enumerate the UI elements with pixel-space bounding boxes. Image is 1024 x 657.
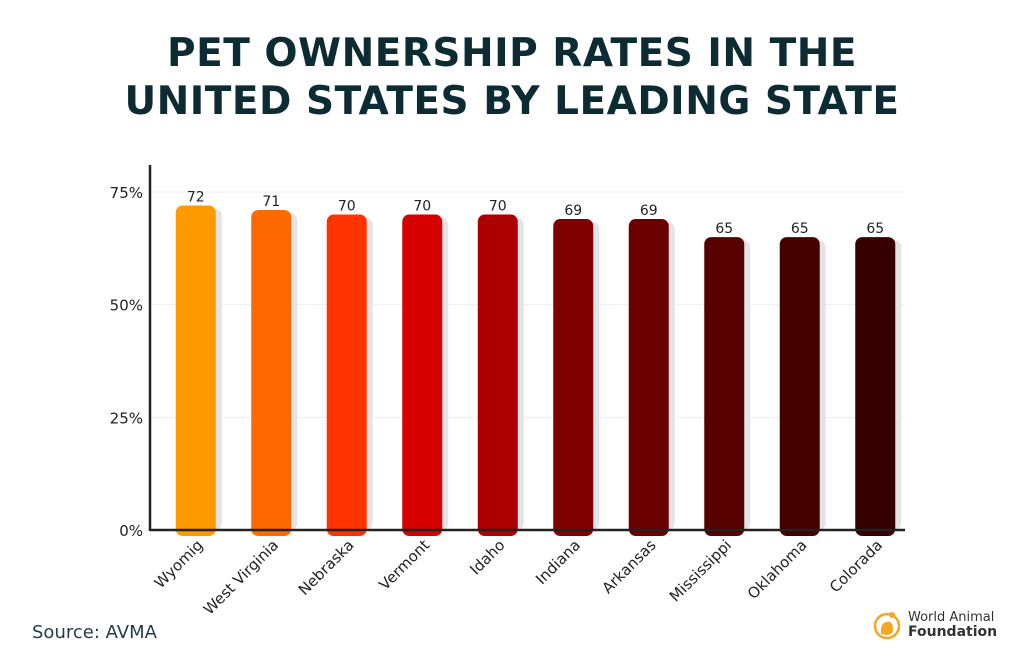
data-label: 70	[489, 199, 507, 215]
bar	[628, 219, 669, 537]
x-tick-label: Indiana	[532, 536, 584, 588]
data-label: 71	[262, 194, 280, 210]
x-tick-label: Oklahoma	[744, 536, 811, 603]
data-label: 69	[640, 203, 658, 219]
logo-line-2: Foundation	[908, 624, 998, 640]
source-note: Source: AVMA	[32, 622, 157, 643]
y-tick-label: 75%	[110, 184, 143, 202]
x-tick-label: Arkansas	[599, 536, 660, 597]
x-tick-label: Wyomig	[151, 536, 207, 592]
x-tick-label: West Virginia	[200, 536, 282, 618]
x-tick-label: Idaho	[466, 536, 508, 578]
bar	[553, 219, 594, 537]
bar	[251, 210, 292, 536]
logo-line-1: World Animal	[908, 610, 995, 625]
x-tick-label: Nebraska	[295, 536, 358, 599]
data-label: 72	[187, 190, 205, 206]
data-label: 65	[791, 221, 809, 237]
x-tick-label: Vermont	[376, 536, 434, 594]
bar	[779, 237, 820, 537]
bar	[477, 214, 518, 537]
bar	[855, 237, 896, 537]
x-tick-label: Colorada	[826, 536, 886, 596]
bar	[402, 214, 443, 537]
y-tick-label: 50%	[110, 297, 143, 315]
chart-title: PET OWNERSHIP RATES IN THE UNITED STATES…	[0, 30, 1024, 126]
bar	[326, 214, 367, 537]
bar	[704, 237, 745, 537]
pet-logo-icon	[873, 612, 901, 640]
data-label: 69	[564, 203, 582, 219]
data-label: 65	[866, 221, 884, 237]
title-line-2: UNITED STATES BY LEADING STATE	[124, 79, 900, 124]
data-label: 65	[715, 221, 733, 237]
data-label: 70	[413, 199, 431, 215]
y-tick-label: 0%	[119, 522, 143, 540]
y-tick-label: 25%	[110, 409, 143, 427]
data-label: 70	[338, 199, 356, 215]
title-line-1: PET OWNERSHIP RATES IN THE	[167, 31, 857, 76]
world-animal-foundation-logo: World Animal Foundation	[872, 610, 997, 640]
x-tick-label: Mississippi	[666, 536, 735, 605]
bar	[175, 205, 216, 536]
